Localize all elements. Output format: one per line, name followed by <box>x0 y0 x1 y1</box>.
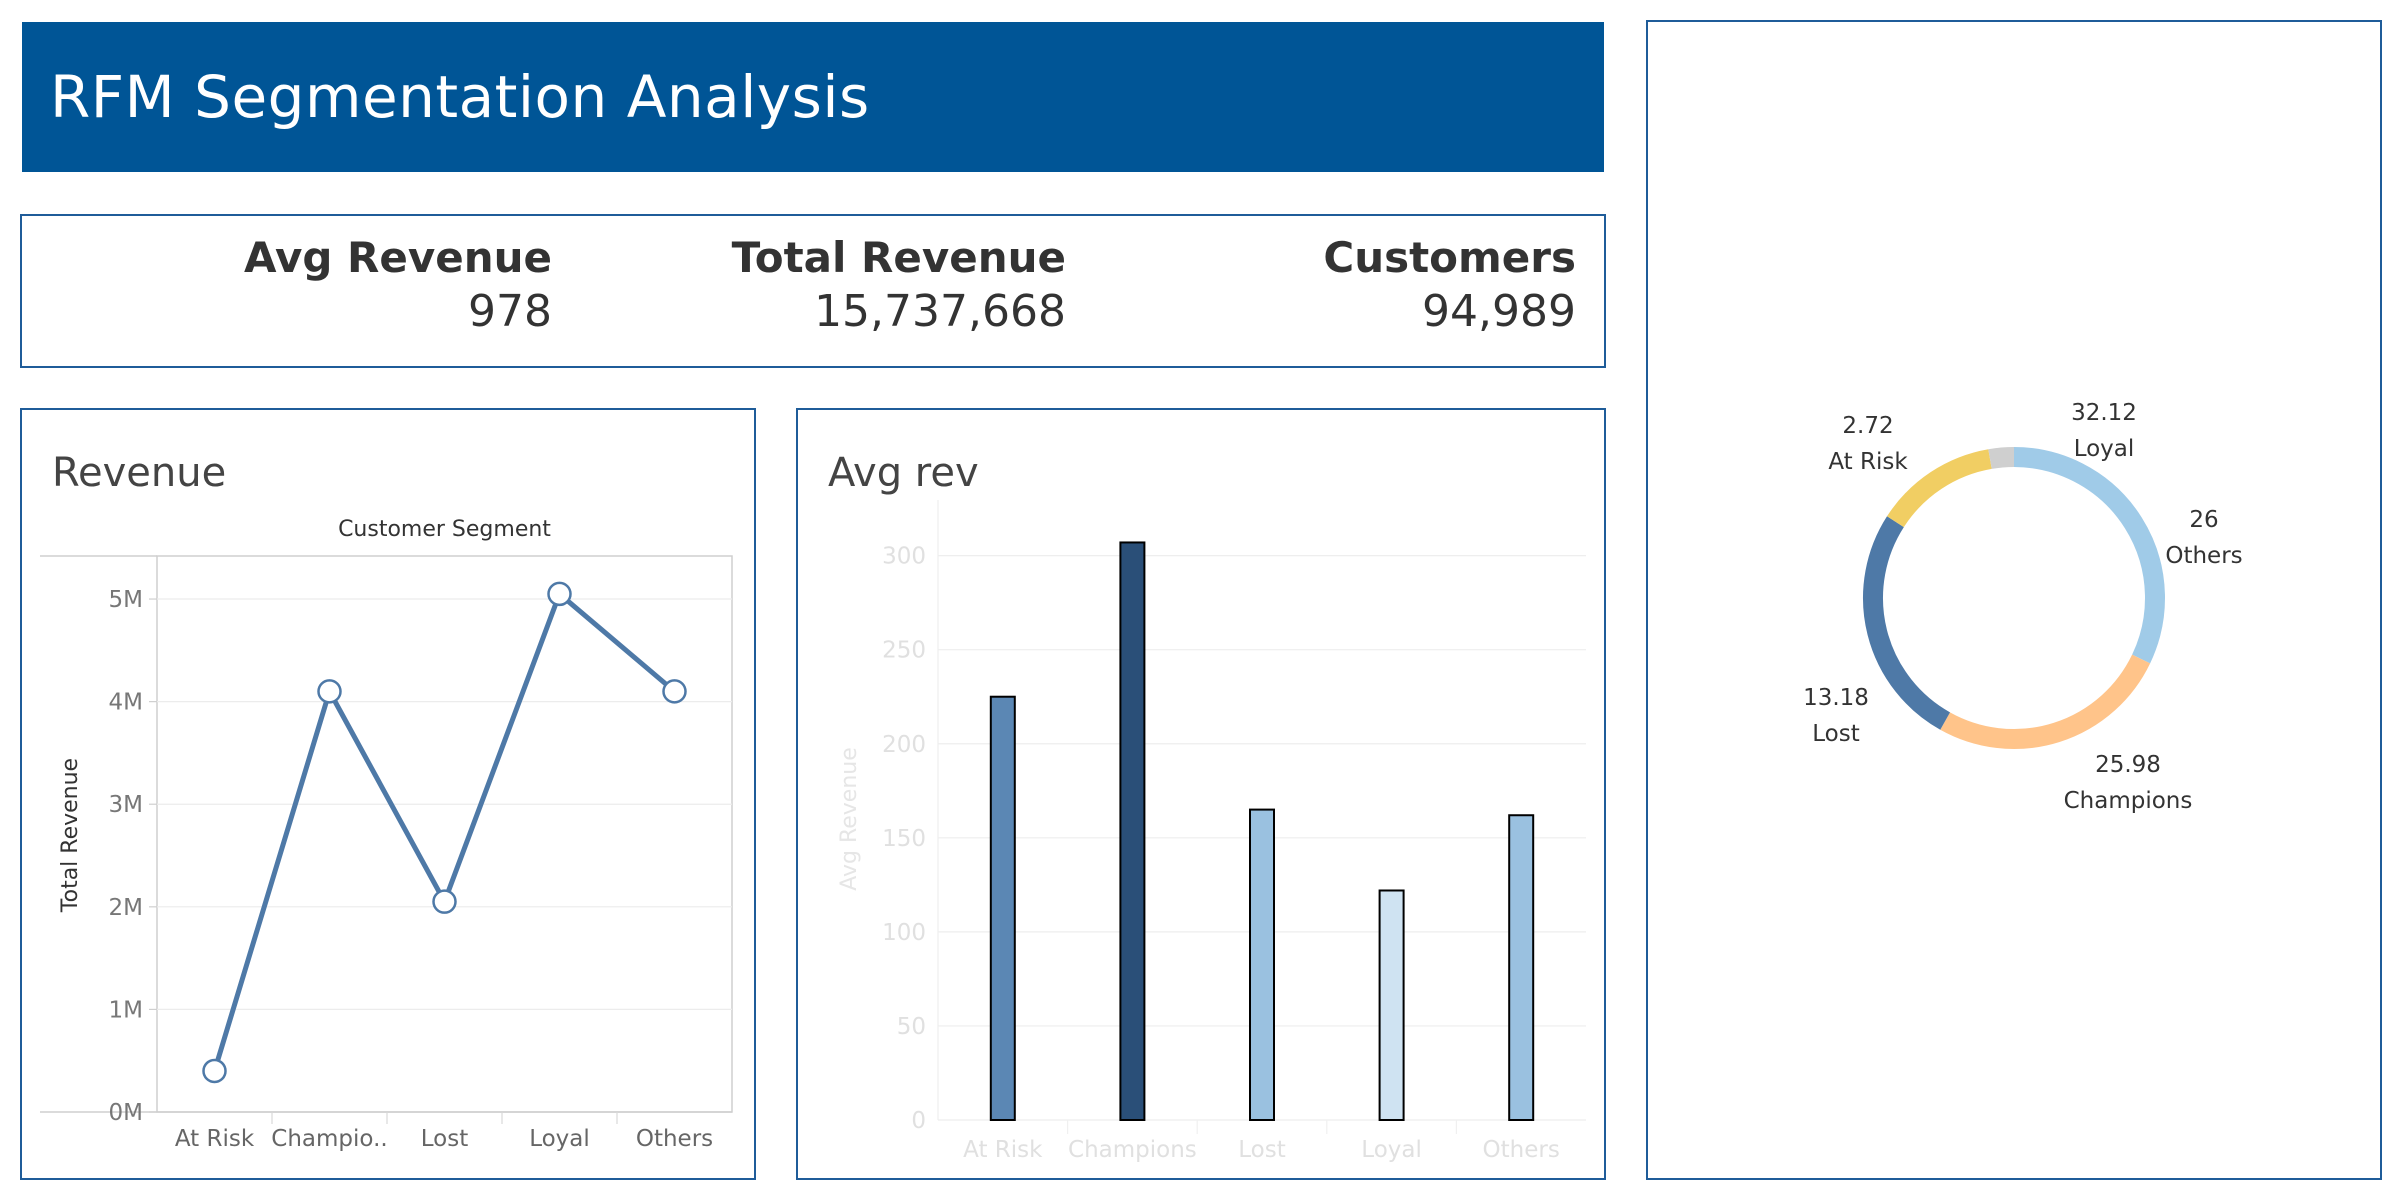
y-tick-label: 250 <box>882 638 926 664</box>
data-point <box>432 889 457 914</box>
y-tick-label: 2M <box>109 895 143 921</box>
slice-label: 13.18 Lost <box>1803 685 1869 747</box>
kpi-total-revenue: Total Revenue 15,737,668 <box>732 230 1066 338</box>
avg-revenue-panel-title: Avg rev <box>828 450 979 496</box>
revenue-line <box>212 591 677 1072</box>
bar <box>989 695 1016 1121</box>
slice-label: 32.12 Loyal <box>2071 400 2137 462</box>
data-point <box>202 1058 227 1084</box>
y-tick-label: 300 <box>882 544 926 570</box>
segment-share-panel: 32.12 Loyal 26 Others 25.98 Champions 13.18 Los… <box>1646 20 2382 1180</box>
kpi-label: Avg Revenue <box>243 233 552 282</box>
segment-share-donut-chart: 32.12 Loyal 26 Others 25.98 Champions 13.18 Los… <box>1803 400 2243 814</box>
slice-value: 26 <box>2189 507 2218 533</box>
y-tick-label: 200 <box>882 732 926 758</box>
x-tick-label: At Risk <box>963 1137 1043 1163</box>
slice-name: Others <box>2165 543 2242 569</box>
y-tick-label: 0 <box>911 1108 926 1134</box>
y-tick-label: 50 <box>897 1014 926 1040</box>
donut-slice <box>1988 447 2015 469</box>
kpi-value: 94,989 <box>1422 286 1576 337</box>
kpi-label: Total Revenue <box>731 233 1066 282</box>
y-tick-label: 0M <box>109 1100 143 1126</box>
revenue-line-chart: Customer Segment 0M 1M 2M 3M 4M 5M Total Revenu… <box>40 517 733 1152</box>
x-tick-label: Champio.. <box>271 1126 387 1152</box>
slice-value: 32.12 <box>2071 400 2137 426</box>
x-tick-label: Others <box>1483 1137 1560 1163</box>
x-axis-title: Customer Segment <box>338 517 551 542</box>
bar <box>1249 808 1275 1121</box>
kpi-label: Customers <box>1323 233 1576 282</box>
y-tick-label: 5M <box>109 587 143 613</box>
donut-slice <box>2013 447 2165 664</box>
y-tick-label: 3M <box>109 792 143 818</box>
bar <box>1508 814 1535 1121</box>
y-tick-label: 1M <box>109 997 143 1023</box>
data-point <box>662 679 687 704</box>
kpi-panel: Avg Revenue 978 Total Revenue 15,737,668… <box>20 214 1606 368</box>
slice-label: 26 Others <box>2165 507 2242 569</box>
x-tick-label: Lost <box>1238 1137 1285 1163</box>
x-tick-label: Lost <box>421 1126 468 1152</box>
slice-value: 13.18 <box>1803 685 1869 711</box>
avg-revenue-panel: Avg rev 0 50 100 150 200 250 300 Avg Revenue At … <box>796 408 1606 1180</box>
slice-value: 25.98 <box>2095 752 2161 778</box>
revenue-panel: Revenue Customer Segment 0M 1M 2M 3M 4M 5M Tota… <box>20 408 756 1180</box>
revenue-panel-title: Revenue <box>52 450 227 496</box>
bar <box>1119 541 1146 1122</box>
page-title: RFM Segmentation Analysis <box>50 63 870 131</box>
y-axis-title: Avg Revenue <box>837 747 862 891</box>
data-point <box>547 581 572 607</box>
title-banner: RFM Segmentation Analysis <box>22 22 1604 172</box>
avg-revenue-bar-chart: 0 50 100 150 200 250 300 Avg Revenue At Risk Cham… <box>837 500 1586 1163</box>
x-tick-label: At Risk <box>175 1126 255 1152</box>
kpi-value: 978 <box>468 286 552 337</box>
y-tick-label: 100 <box>882 920 926 946</box>
x-tick-label: Loyal <box>529 1126 590 1152</box>
slice-name: Champions <box>2064 788 2193 814</box>
x-tick-label: Champions <box>1068 1137 1197 1163</box>
slice-name: Lost <box>1812 721 1859 747</box>
x-tick-label: Loyal <box>1361 1137 1422 1163</box>
donut-slice <box>1940 654 2151 749</box>
slice-value: 2.72 <box>1842 413 1893 439</box>
slice-name: At Risk <box>1828 449 1908 475</box>
bar <box>1378 889 1405 1121</box>
y-tick-label: 4M <box>109 690 143 716</box>
plot-frame <box>156 555 733 1113</box>
slice-name: Loyal <box>2074 436 2135 462</box>
y-axis-title: Total Revenue <box>58 758 83 913</box>
kpi-avg-revenue: Avg Revenue 978 <box>244 230 552 338</box>
x-tick-label: Others <box>636 1126 713 1152</box>
donut-slice <box>1863 516 1951 730</box>
slice-label: 2.72 At Risk <box>1828 413 1908 475</box>
kpi-value: 15,737,668 <box>814 286 1066 337</box>
data-point <box>317 679 342 704</box>
kpi-customers: Customers 94,989 <box>1323 230 1576 338</box>
y-tick-label: 150 <box>882 826 926 852</box>
donut-slice <box>1887 449 1992 528</box>
slice-label: 25.98 Champions <box>2064 752 2193 814</box>
